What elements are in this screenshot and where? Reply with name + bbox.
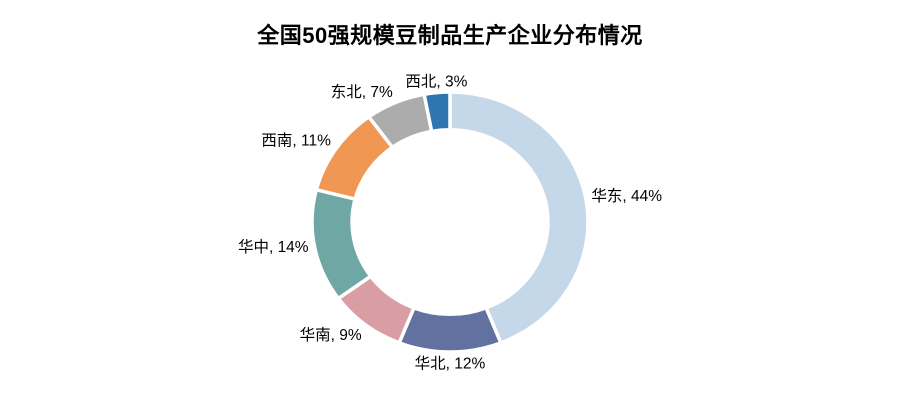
pie-slice-label: 华北, 12% <box>415 354 486 372</box>
pie-slice-label: 东北, 7% <box>331 83 393 101</box>
pie-slice-label: 西北, 3% <box>405 73 467 91</box>
pie-slice-label: 华东, 44% <box>591 187 662 205</box>
pie-slice <box>310 187 373 301</box>
pie-slice <box>448 90 590 345</box>
pie-slice-label: 西南, 11% <box>261 132 331 150</box>
pie-slice <box>422 90 452 134</box>
pie-slice <box>397 306 503 354</box>
chart-title: 全国50强规模豆制品生产企业分布情况 <box>257 23 643 48</box>
pie-slice-label: 华中, 14% <box>238 238 309 256</box>
pie-slice-label: 华南, 9% <box>300 326 362 344</box>
